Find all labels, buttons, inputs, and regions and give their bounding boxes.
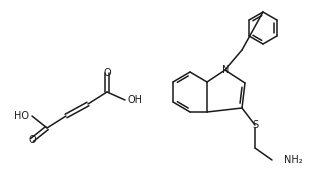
Text: S: S [252, 120, 258, 130]
Text: O: O [103, 68, 111, 78]
Text: N: N [222, 65, 230, 75]
Text: O: O [28, 135, 36, 145]
Text: OH: OH [128, 95, 143, 105]
Text: NH₂: NH₂ [284, 155, 303, 165]
Text: HO: HO [14, 111, 29, 121]
